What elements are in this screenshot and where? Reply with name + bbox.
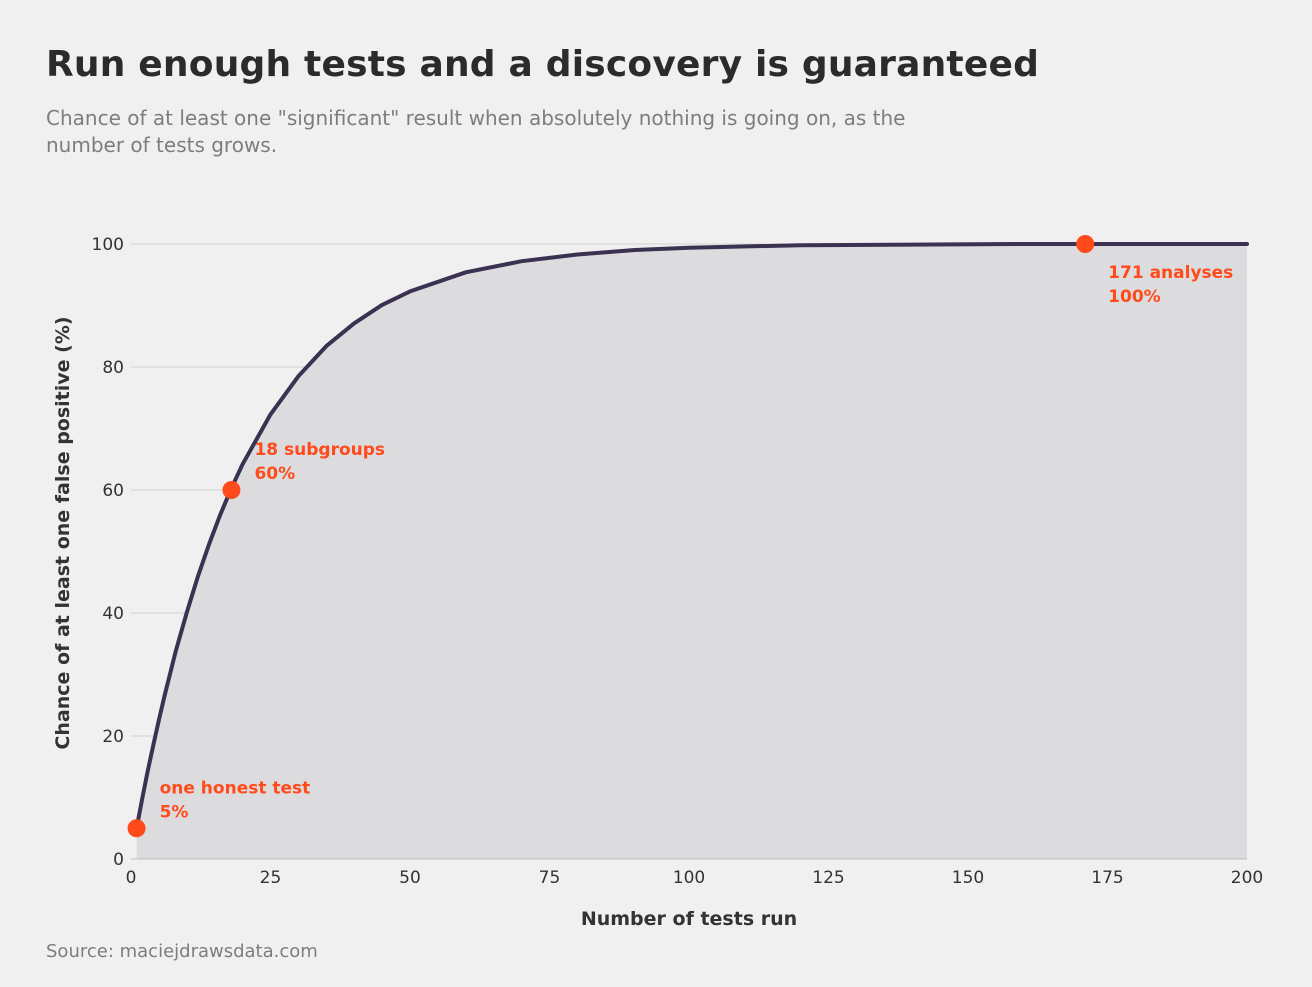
highlight-label: one honest test (160, 778, 311, 798)
x-tick-label: 75 (539, 868, 561, 888)
y-tick-label: 60 (102, 481, 124, 501)
x-tick-label: 175 (1091, 868, 1123, 888)
x-tick-label: 150 (952, 868, 984, 888)
source-note: Source: maciejdrawsdata.com (46, 941, 318, 962)
x-tick-label: 0 (126, 868, 137, 888)
series-line (134, 242, 1249, 831)
chart-title: Run enough tests and a discovery is guar… (46, 44, 1040, 85)
chart-subtitle: Chance of at least one "significant" res… (46, 106, 906, 157)
y-tick-label: 0 (113, 850, 124, 870)
highlight-value-label: 5% (160, 802, 189, 822)
x-axis-ticks: 0 25 50 75 100 125 150 175 200 (126, 868, 1264, 888)
x-tick-label: 50 (399, 868, 421, 888)
y-axis-title: Chance of at least one false positive (%… (52, 316, 74, 749)
highlight-point (1076, 235, 1095, 253)
highlight-point (222, 481, 241, 499)
x-tick-label: 25 (260, 868, 282, 888)
x-tick-label: 200 (1231, 868, 1263, 888)
highlight-points: one honest test 5% 18 subgroups 60% 171 anal… (127, 235, 1233, 838)
highlight-value-label: 100% (1108, 287, 1161, 307)
y-tick-label: 40 (102, 604, 124, 624)
highlight-point (127, 819, 146, 838)
y-tick-label: 80 (102, 358, 124, 378)
x-tick-label: 100 (673, 868, 705, 888)
area-fill (136, 244, 1248, 859)
highlight-label: 171 analyses (1108, 263, 1233, 283)
x-axis-title: Number of tests run (581, 908, 797, 930)
y-tick-label: 100 (92, 235, 124, 255)
highlight-label: 18 subgroups (254, 440, 385, 460)
y-tick-label: 20 (102, 727, 124, 747)
highlight-value-label: 60% (254, 464, 295, 484)
x-tick-label: 125 (812, 868, 844, 888)
y-axis-ticks: 0 20 40 60 80 100 (92, 235, 124, 870)
